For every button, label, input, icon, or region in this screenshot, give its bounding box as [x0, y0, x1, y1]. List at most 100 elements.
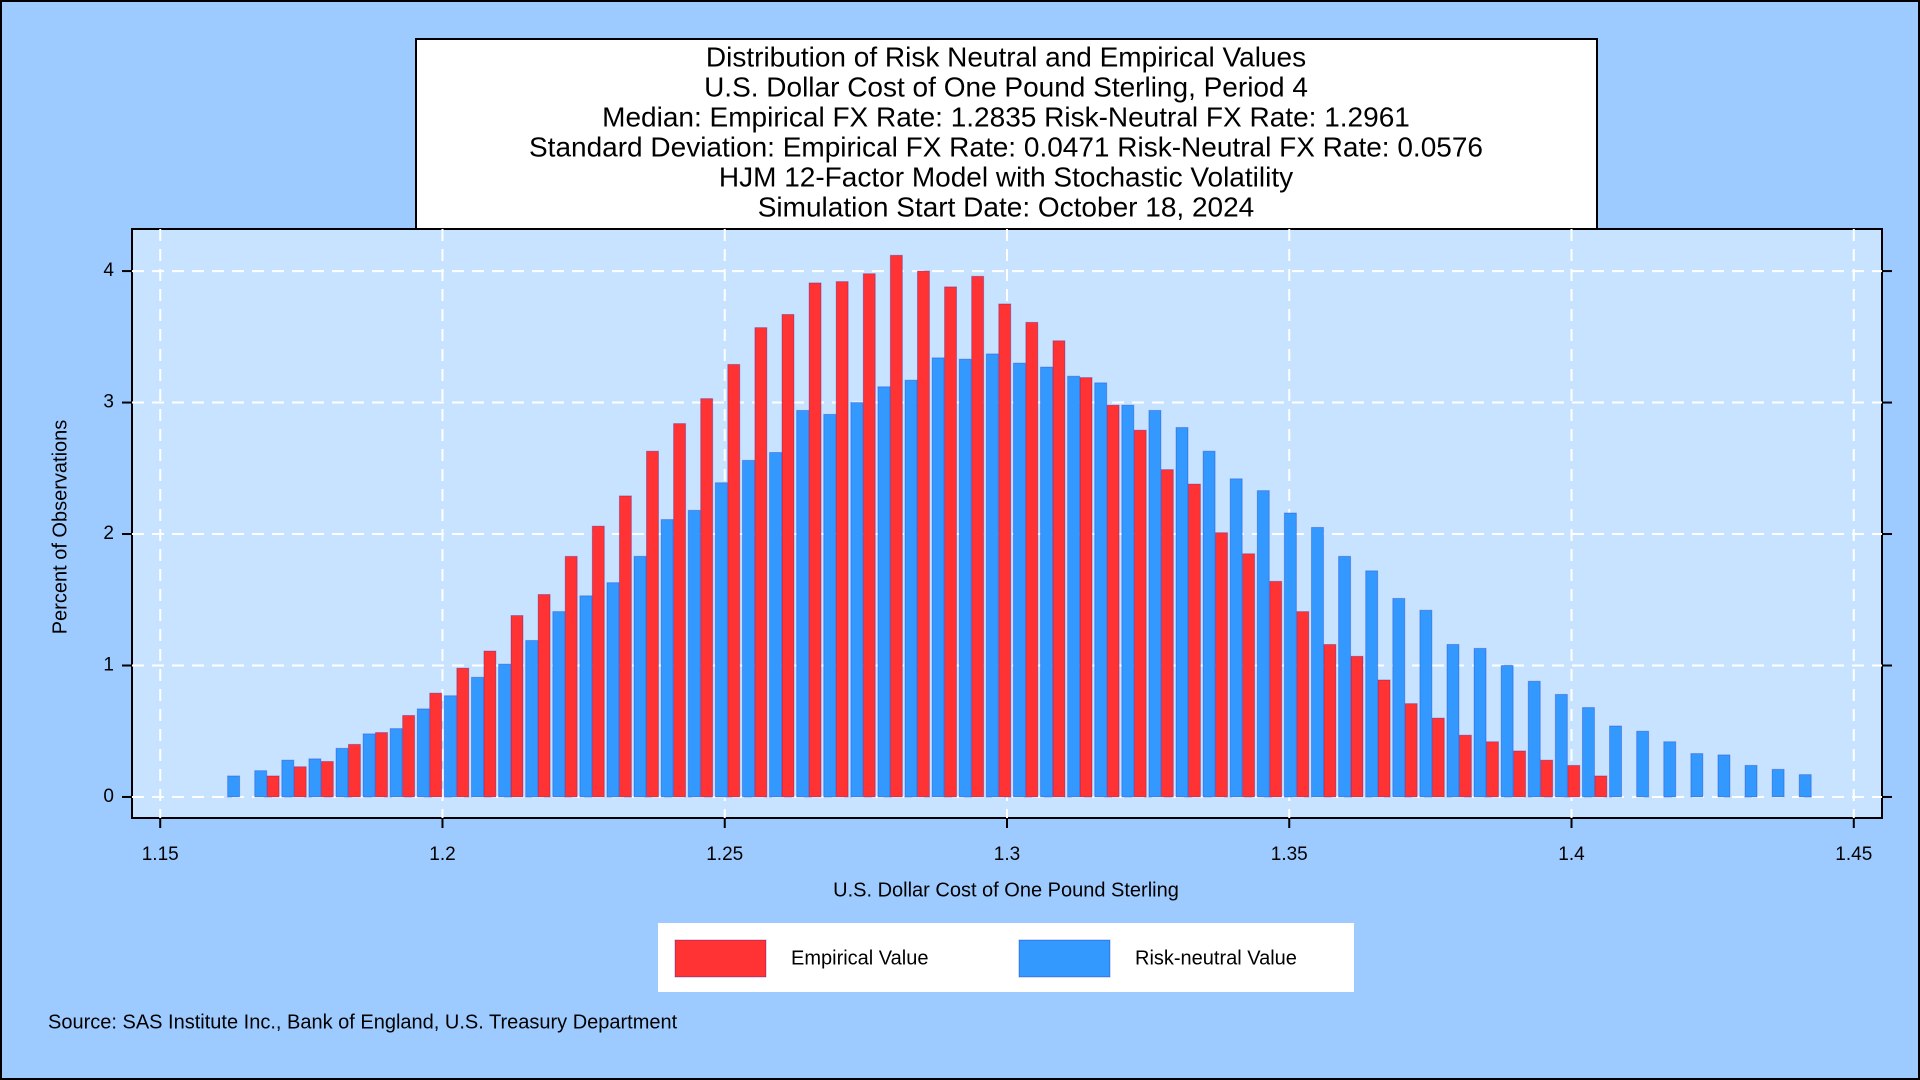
x-tick-label: 1.3: [994, 844, 1020, 865]
x-tick-label: 1.35: [1271, 844, 1308, 865]
title-line: Standard Deviation: Empirical FX Rate: 0…: [529, 131, 1483, 162]
bar: [1446, 643, 1460, 798]
legend-label: Empirical Value: [791, 947, 928, 969]
bar: [687, 509, 701, 798]
y-tick-label: 4: [103, 260, 114, 281]
bar: [727, 363, 741, 798]
bar: [1094, 382, 1108, 798]
bar: [796, 409, 810, 798]
bar: [781, 313, 795, 798]
bar: [823, 413, 837, 798]
bar: [456, 667, 470, 798]
bar: [1377, 679, 1391, 798]
bar: [1310, 526, 1324, 798]
bar: [1148, 409, 1162, 798]
bar: [1540, 759, 1554, 798]
bar: [958, 358, 972, 798]
bar: [1079, 377, 1093, 798]
bar: [470, 676, 484, 798]
bar: [1106, 404, 1120, 798]
title-line: Median: Empirical FX Rate: 1.2835 Risk-N…: [602, 101, 1410, 132]
bar: [606, 582, 620, 798]
bar: [564, 555, 578, 798]
y-tick-label: 3: [103, 392, 114, 413]
bar: [1636, 730, 1650, 798]
bar: [741, 459, 755, 798]
bar: [362, 733, 376, 798]
bar: [591, 525, 605, 798]
bar: [498, 663, 512, 798]
bar: [1527, 680, 1541, 798]
bar: [1175, 427, 1189, 798]
bar: [525, 640, 539, 798]
bar: [375, 732, 389, 798]
bar: [1717, 754, 1731, 798]
bar: [673, 423, 687, 798]
legend-label: Risk-neutral Value: [1135, 947, 1297, 969]
bar: [1067, 375, 1081, 798]
bar: [904, 379, 918, 798]
bar: [416, 708, 430, 798]
bar: [1771, 768, 1785, 798]
bar: [1052, 340, 1066, 798]
bar: [266, 775, 280, 798]
bar: [429, 692, 443, 798]
bar: [1012, 362, 1026, 798]
x-axis-label: U.S. Dollar Cost of One Pound Sterling: [833, 879, 1179, 901]
x-tick-label: 1.4: [1558, 844, 1585, 865]
bar: [510, 615, 524, 798]
bar: [1744, 764, 1758, 798]
bar: [835, 281, 849, 798]
bar: [227, 775, 241, 798]
bar: [1473, 647, 1487, 798]
y-tick-label: 2: [103, 523, 114, 544]
bar: [1338, 555, 1352, 798]
bar: [1283, 512, 1297, 798]
bar: [1513, 750, 1527, 798]
bar: [1296, 611, 1310, 798]
bar: [1215, 532, 1229, 798]
bar: [254, 770, 268, 798]
bar: [1458, 734, 1472, 798]
x-tick-label: 1.25: [706, 844, 743, 865]
legend-box: [658, 923, 1354, 992]
bar: [1392, 597, 1406, 798]
bar: [808, 282, 822, 798]
bar: [1269, 580, 1283, 798]
bar: [769, 452, 783, 798]
bar: [877, 386, 891, 798]
bar: [700, 398, 714, 798]
title-line: HJM 12-Factor Model with Stochastic Vola…: [719, 161, 1293, 192]
bar: [402, 714, 416, 798]
legend-swatch: [674, 939, 767, 978]
bar: [1350, 655, 1364, 798]
bar: [985, 353, 999, 798]
bar: [1581, 707, 1595, 798]
bar: [443, 695, 457, 798]
bar: [347, 743, 361, 798]
bar: [1485, 741, 1499, 798]
bar: [1229, 478, 1243, 798]
title-line: U.S. Dollar Cost of One Pound Sterling, …: [704, 71, 1308, 102]
bar: [1187, 483, 1201, 798]
bar: [889, 254, 903, 798]
x-tick-label: 1.45: [1835, 844, 1872, 865]
bar: [320, 760, 334, 798]
bar: [1121, 404, 1135, 798]
bar: [862, 273, 876, 798]
bar: [1567, 764, 1581, 798]
title-box: [415, 38, 1598, 230]
bar: [850, 402, 864, 798]
y-axis-label: Percent of Observations: [49, 420, 71, 635]
bar: [552, 611, 566, 798]
bar: [660, 519, 674, 798]
source: Source: SAS Institute Inc., Bank of Engl…: [48, 1011, 678, 1033]
bar: [1690, 753, 1704, 798]
bar: [389, 728, 403, 798]
bar: [281, 759, 295, 798]
bar: [645, 450, 659, 798]
bar: [1500, 664, 1514, 798]
bar: [1160, 469, 1174, 798]
